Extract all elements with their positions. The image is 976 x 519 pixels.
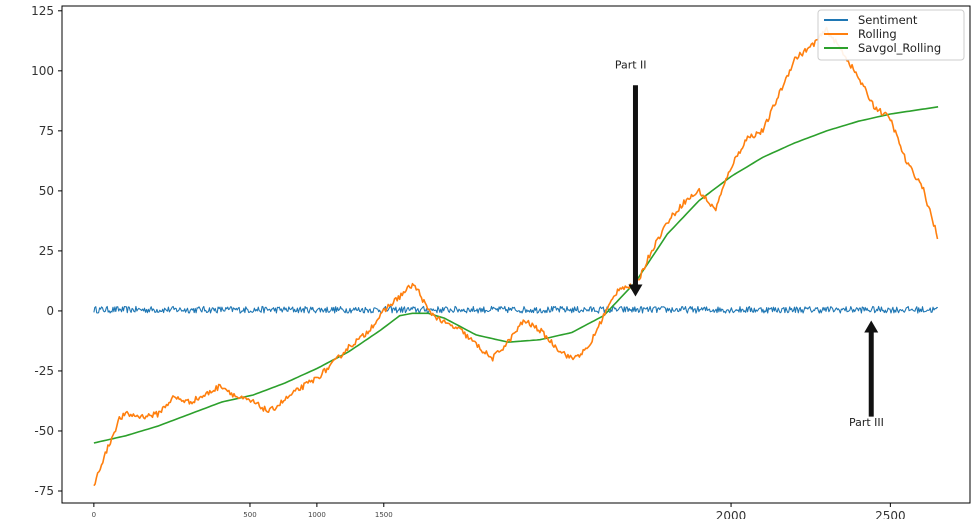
- legend-entry-label: Sentiment: [858, 13, 918, 27]
- y-tick-label: -75: [34, 484, 54, 498]
- y-tick-label: 0: [46, 304, 54, 318]
- series-line-sentiment: [93, 305, 939, 314]
- y-tick-label: 100: [31, 64, 54, 78]
- y-tick-label: -50: [34, 424, 54, 438]
- annotation-label: Part II: [615, 58, 647, 71]
- annotations: Part II Part III: [615, 58, 884, 429]
- y-tick-label: -25: [34, 364, 54, 378]
- x-tick-label: 1000: [308, 511, 326, 519]
- legend-entry-label: Rolling: [858, 27, 897, 41]
- y-tick-label: 50: [39, 184, 54, 198]
- y-tick-label: 75: [39, 124, 54, 138]
- annotation-arrow-head: [864, 320, 879, 333]
- annotation-arrow-head: [628, 284, 643, 297]
- x-tick-label: 0: [92, 511, 96, 519]
- axes: 125 100 75 50 25 0 -25 -50 -75 0 500 1000 1500 2000 25…: [31, 4, 906, 519]
- x-tick-label: 2000: [716, 509, 747, 519]
- legend-box: [817, 9, 965, 61]
- y-tick-label: 125: [31, 4, 54, 18]
- x-tick-label: 2500: [875, 509, 906, 519]
- legend-entry-label: Savgol_Rolling: [858, 41, 941, 55]
- series-line-savgol-rolling: [93, 106, 939, 444]
- plot-area: [93, 26, 939, 487]
- plot-frame: [61, 5, 971, 504]
- series-line-rolling: [93, 26, 939, 487]
- x-tick-label: 1500: [375, 511, 393, 519]
- y-tick-label: 25: [39, 244, 54, 258]
- x-tick-label: 500: [243, 511, 256, 519]
- annotation-label: Part III: [849, 416, 884, 429]
